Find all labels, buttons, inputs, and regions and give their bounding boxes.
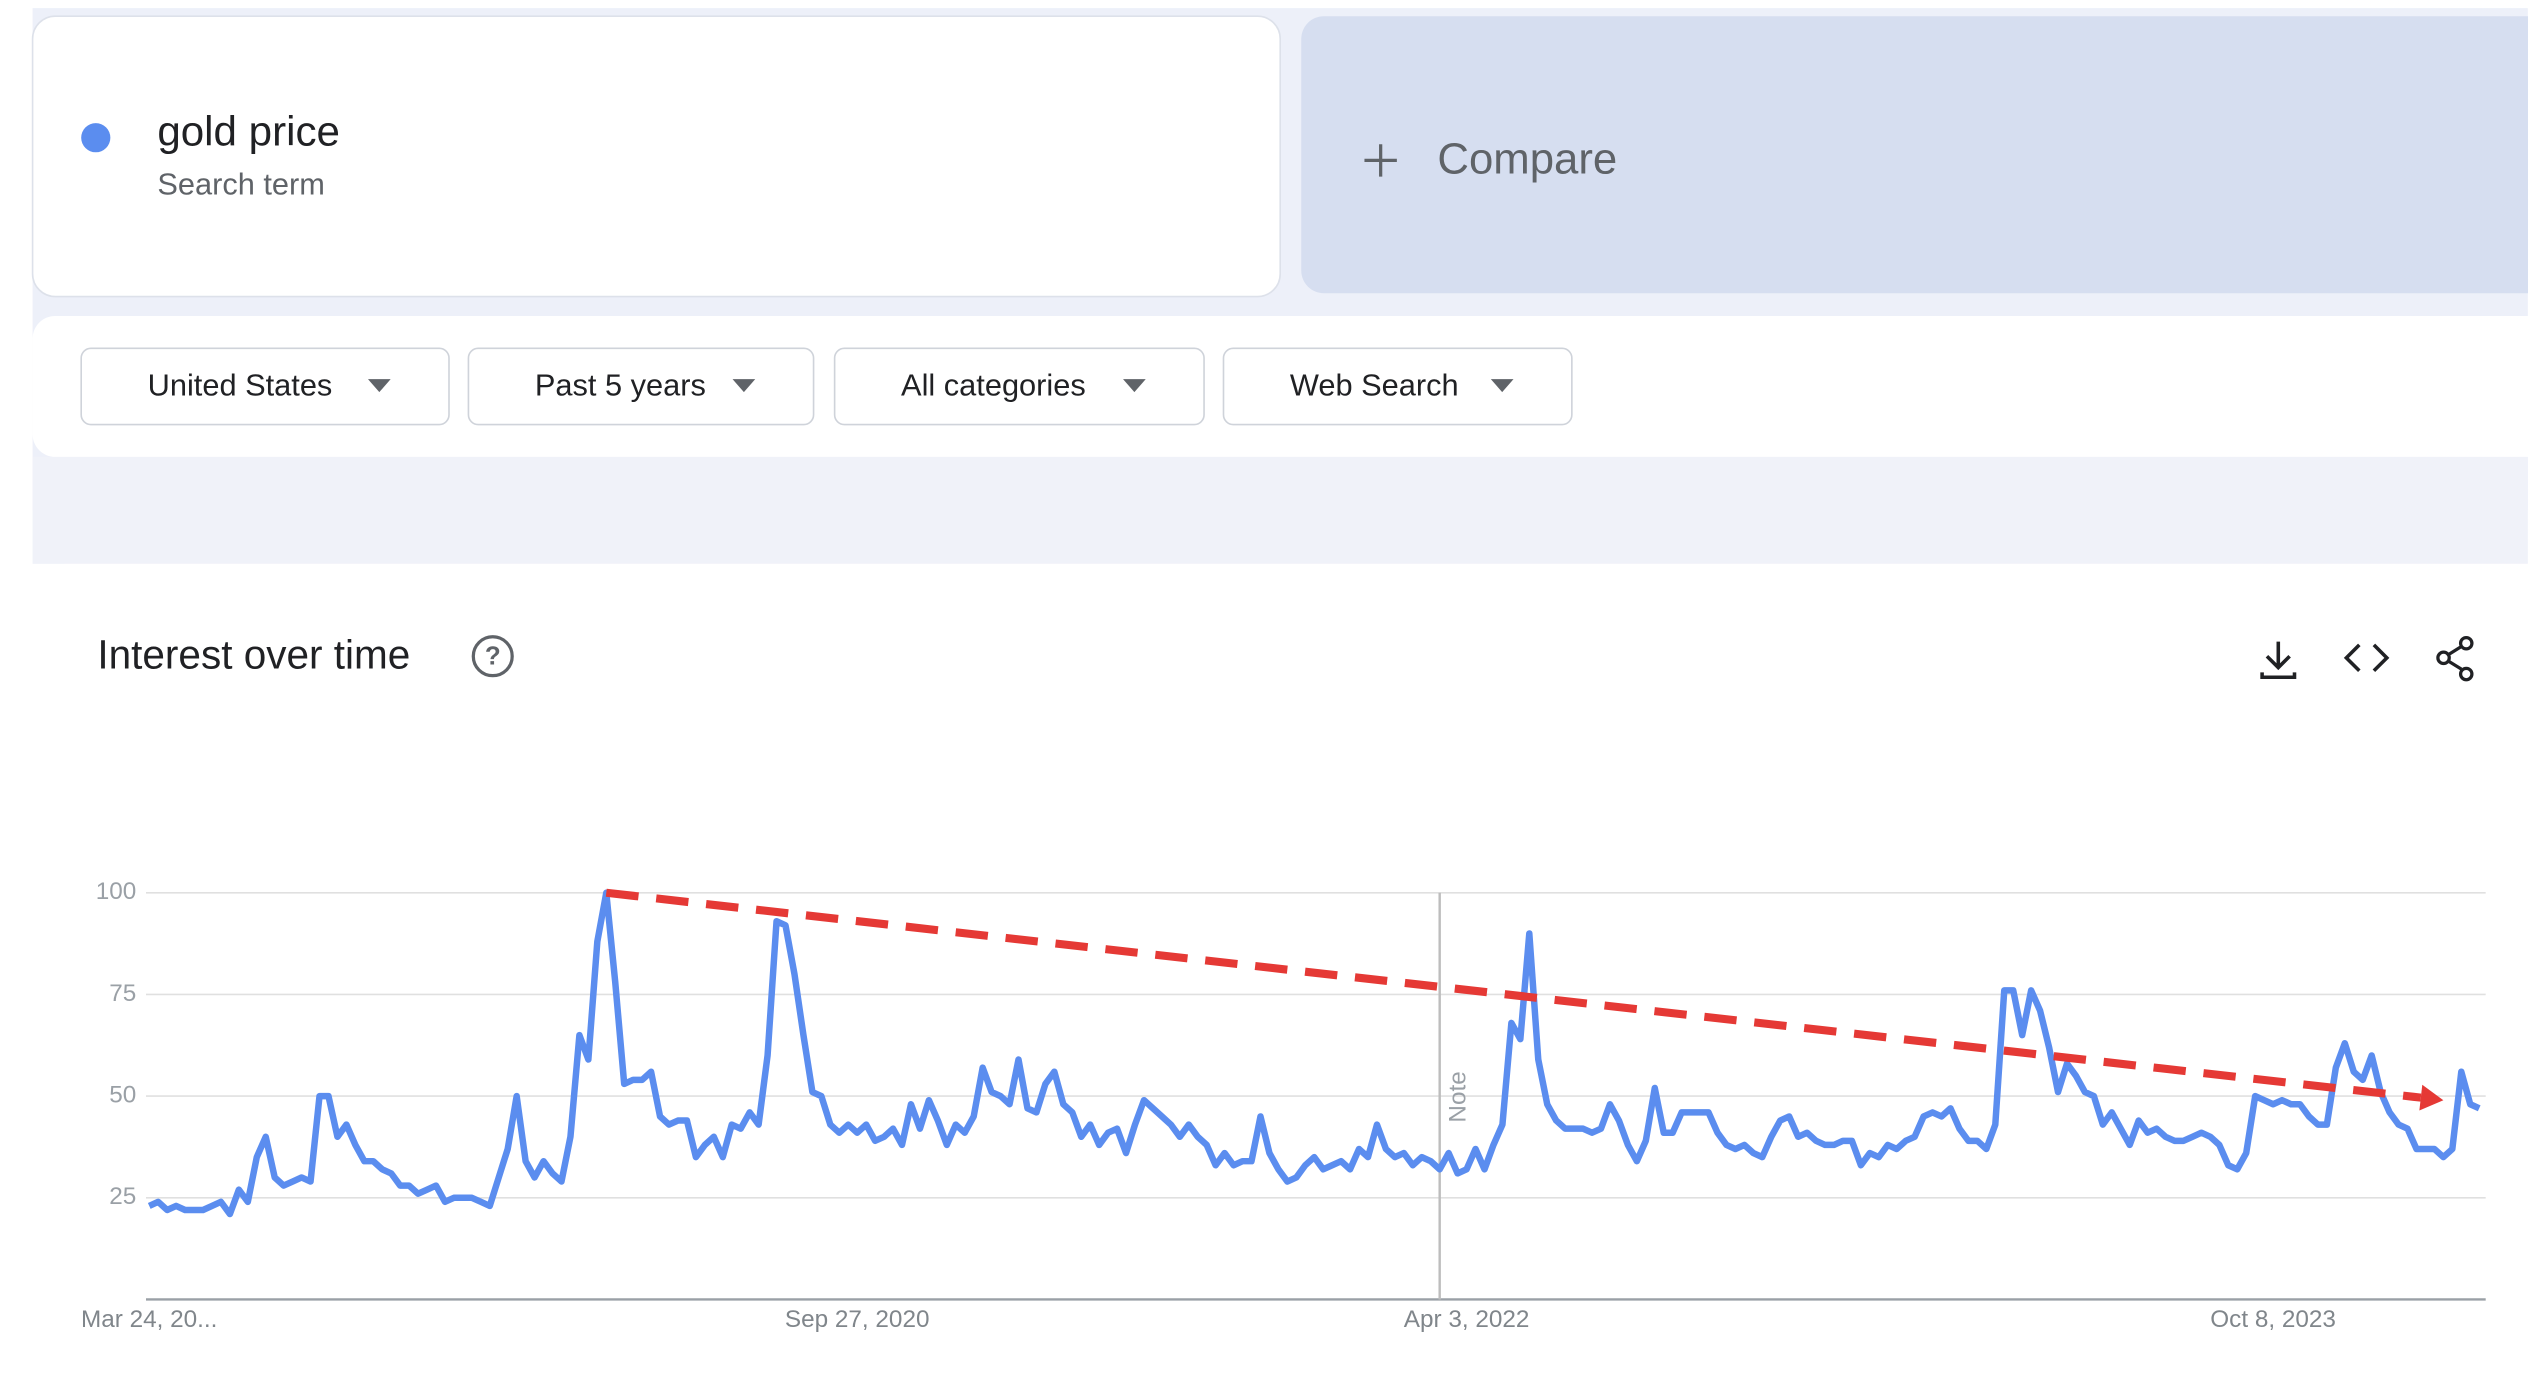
embed-icon[interactable] [2343,643,2390,673]
x-tick-label: Oct 8, 2023 [2210,1306,2336,1333]
compare-card[interactable] [1301,16,2528,294]
series-line [147,889,2481,1218]
search-subtitle: Search term [157,166,325,201]
trend-line [605,888,2422,1102]
share-links [2447,645,2463,671]
share-node [2458,635,2474,651]
share-node [2458,666,2474,682]
download-icon[interactable] [2260,641,2297,680]
search-card[interactable] [31,15,1282,298]
plot: 25 50 75 100 Mar 24, 20... Sep 27, 2020 Apr 3,… [81,878,2486,1333]
filter-button[interactable] [80,347,450,426]
dropdown-arrow [367,379,391,393]
y-tick-label: 25 [109,1183,136,1210]
x-tick-label: Mar 24, 20... [81,1306,217,1333]
chart-title: Interest over time [97,632,410,678]
compare-label[interactable]: Compare [1437,135,1617,184]
help-icon[interactable] [471,635,514,678]
filter-button[interactable] [833,347,1205,426]
filter-label: Past 5 years [535,367,706,402]
trend-arrowhead [2419,1084,2444,1111]
y-tick-label: 75 [109,980,136,1007]
filters: United States Past 5 years All categories W… [80,347,1573,426]
filter-button[interactable] [1222,347,1573,426]
filter-label: All categories [901,367,1086,402]
x-tick-label: Sep 27, 2020 [785,1306,930,1333]
note-label: Note [1445,1071,1472,1122]
plus-icon [1364,144,1397,177]
filter-label: United States [148,367,333,402]
share-icon[interactable] [2436,635,2474,682]
help-glyph: ? [485,643,501,671]
search-term[interactable]: gold price [157,108,340,155]
share-node [2436,650,2451,666]
y-tick-label: 100 [96,878,137,905]
series-dot [81,123,111,153]
dropdown-arrow [1123,379,1146,393]
filter-label: Web Search [1290,367,1459,402]
dropdown-arrow [1490,379,1514,393]
dropdown-arrow [732,379,756,393]
gap-band [32,456,2528,564]
y-tick-label: 50 [109,1082,136,1109]
x-tick-label: Apr 3, 2022 [1404,1306,1530,1333]
filter-button[interactable] [467,347,815,426]
